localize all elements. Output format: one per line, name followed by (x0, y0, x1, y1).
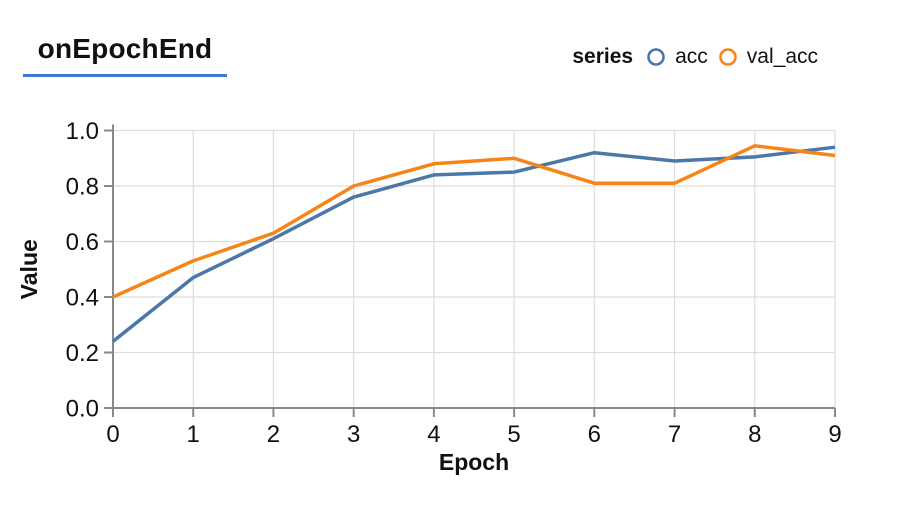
legend-label-val_acc: val_acc (746, 45, 818, 68)
y-tick-label: 0.2 (66, 340, 99, 367)
x-tick-label: 3 (347, 421, 360, 448)
chart-line-val_acc (112, 144, 836, 299)
chart-line-acc (111, 145, 836, 343)
x-tick-label: 9 (828, 421, 841, 448)
line-chart: 0.0 0.2 0.4 0.6 0.8 1.0 0 1 2 3 4 5 6 7 8 9 Value Epoch (16, 118, 842, 475)
x-tick-label: 8 (748, 421, 761, 448)
page-title-text: onEpochEnd (37, 33, 213, 64)
y-axis-title: Value (16, 239, 42, 299)
legend-title: series (572, 45, 634, 68)
x-tick-label: 0 (106, 421, 119, 448)
y-tick-label: 1.0 (66, 118, 99, 145)
legend-ring-icon-val_acc (718, 48, 737, 66)
y-tick-label: 0.4 (66, 285, 99, 312)
y-tick-label: 0.0 (66, 396, 99, 423)
x-tick-label: 1 (187, 421, 200, 448)
page-title: onEpochEnd (23, 33, 227, 77)
legend-item-val_acc: val_acc (718, 45, 818, 69)
legend-items: acc val_acc (646, 45, 818, 69)
legend-ring-icon-acc (647, 48, 665, 66)
y-tick-label: 0.8 (66, 174, 99, 201)
legend-label-acc: acc (675, 45, 708, 68)
x-axis-title: Epoch (439, 449, 509, 475)
x-tick-label: 6 (588, 421, 601, 448)
x-tick-label: 2 (267, 421, 280, 448)
x-tick-label: 5 (507, 421, 520, 448)
x-tick-label: 7 (668, 421, 681, 448)
chart-legend: series acc val_acc (572, 43, 818, 71)
x-tick-label: 4 (427, 421, 440, 448)
legend-item-acc: acc (646, 45, 708, 69)
y-tick-label: 0.6 (66, 229, 99, 256)
